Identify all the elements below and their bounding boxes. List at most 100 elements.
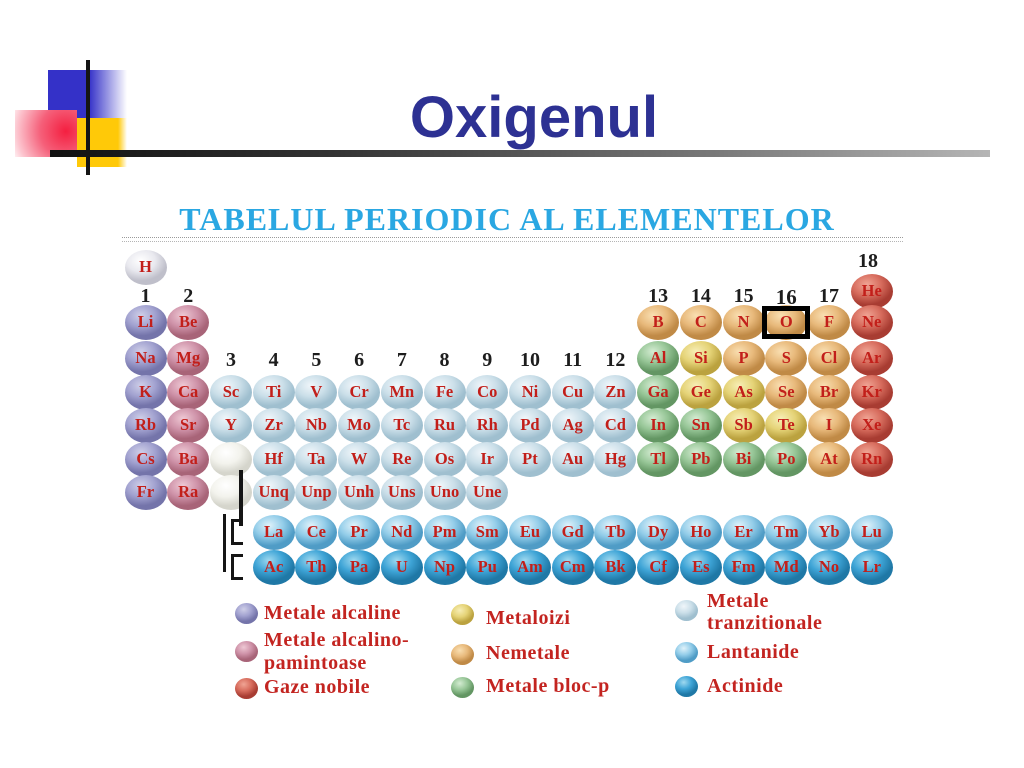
legend-label: tranzitionale: [707, 612, 823, 634]
element-as: As: [722, 374, 765, 410]
legend-ball-alk: [234, 602, 258, 624]
element-symbol: Rn: [861, 448, 883, 468]
element-in: In: [637, 407, 680, 443]
element-rb: Rb: [124, 407, 167, 443]
element-hg: Hg: [594, 441, 637, 477]
element-symbol: Se: [778, 381, 795, 401]
element-ag: Ag: [551, 407, 594, 443]
legend-ball-lan: [674, 641, 698, 663]
element-pu: Pu: [466, 549, 509, 585]
element-he: He: [850, 273, 893, 309]
element-ac: Ac: [252, 549, 295, 585]
legend-label: Actinide: [707, 675, 784, 697]
element-fr: Fr: [124, 474, 167, 510]
group-label-6: 6: [354, 349, 365, 371]
element-sc: Sc: [209, 374, 252, 410]
element-pa: Pa: [338, 549, 381, 585]
element-symbol: Am: [517, 556, 543, 576]
element-symbol: Ge: [690, 381, 711, 401]
legend-label: Metale alcalino-: [264, 629, 410, 651]
element-mo: Mo: [338, 407, 381, 443]
element-symbol: Unh: [343, 481, 375, 501]
element-symbol: Unp: [301, 481, 332, 501]
element-gd: Gd: [551, 514, 594, 550]
element-symbol: Ne: [862, 311, 882, 331]
element-h: H: [124, 249, 167, 285]
element-symbol: Si: [693, 347, 708, 367]
element-ca: Ca: [167, 374, 210, 410]
element-symbol: Ca: [178, 381, 199, 401]
group-label-10: 10: [519, 349, 540, 371]
element-dy: Dy: [637, 514, 680, 550]
legend-ball-ae: [234, 640, 258, 662]
legend-ball-act: [674, 675, 698, 697]
element-symbol: Au: [562, 448, 584, 468]
element-symbol: S: [781, 347, 791, 367]
element-w: W: [338, 441, 381, 477]
element-symbol: Er: [734, 521, 753, 541]
element-ne: Ne: [850, 304, 893, 340]
decor-yellow-square: [77, 118, 127, 167]
element-symbol: Dy: [648, 521, 669, 541]
element-lr: Lr: [850, 549, 893, 585]
element-th: Th: [295, 549, 338, 585]
element-at: At: [808, 441, 851, 477]
group-label-3: 3: [225, 349, 236, 371]
element-symbol: Cr: [349, 381, 369, 401]
element-mn: Mn: [380, 374, 423, 410]
group-label-8: 8: [439, 349, 450, 371]
element-unq: Unq: [252, 474, 295, 510]
legend-label: Lantanide: [707, 641, 800, 663]
element-tm: Tm: [765, 514, 808, 550]
element-symbol: U: [395, 556, 408, 576]
element-symbol: P: [738, 347, 749, 367]
element-symbol: Mo: [347, 414, 371, 434]
element-tl: Tl: [637, 441, 680, 477]
element-symbol: Ac: [264, 556, 284, 576]
element-uns: Uns: [380, 474, 423, 510]
connector-outer-line: [223, 514, 226, 572]
element-be: Be: [167, 304, 210, 340]
element-os: Os: [423, 441, 466, 477]
element-symbol: N: [737, 311, 750, 331]
element-s: S: [765, 340, 808, 376]
element-symbol: Nd: [391, 521, 413, 541]
element-b: B: [637, 304, 680, 340]
element-symbol: W: [350, 448, 368, 468]
element-rn: Rn: [850, 441, 893, 477]
element-symbol: Zr: [264, 414, 283, 434]
element-symbol: Na: [135, 347, 156, 367]
element-symbol: Sn: [691, 414, 711, 434]
element-ba: Ba: [167, 441, 210, 477]
element-symbol: Hf: [264, 448, 283, 468]
element-symbol: In: [650, 414, 666, 434]
element-symbol: Ti: [266, 381, 282, 401]
element-rh: Rh: [466, 407, 509, 443]
slide-title: Oxigenul: [409, 85, 659, 150]
element-symbol: Fr: [136, 481, 155, 501]
element-symbol: Pa: [349, 556, 369, 576]
element-no: No: [808, 549, 851, 585]
element-symbol: Y: [224, 414, 237, 434]
element-la: La: [252, 514, 295, 550]
element-au: Au: [551, 441, 594, 477]
element-bi: Bi: [722, 441, 765, 477]
element-uno: Uno: [423, 474, 466, 510]
element-symbol: Ga: [647, 381, 669, 401]
element-ru: Ru: [423, 407, 466, 443]
legend-ball-blocp: [450, 676, 474, 698]
element-symbol: I: [825, 414, 833, 434]
element-symbol: Rh: [476, 414, 498, 434]
element-cm: Cm: [551, 549, 594, 585]
element-symbol: Pb: [691, 448, 711, 468]
element-symbol: Al: [649, 347, 667, 367]
element-c: C: [679, 304, 722, 340]
element-symbol: Fm: [731, 556, 756, 576]
lanthanide-bracket: [231, 519, 243, 545]
group-label-15: 15: [733, 285, 754, 307]
element-symbol: B: [652, 311, 664, 331]
element-cr: Cr: [338, 374, 381, 410]
element-sm: Sm: [466, 514, 509, 550]
element-symbol: Ar: [862, 347, 882, 367]
element-symbol: Rb: [134, 414, 157, 434]
